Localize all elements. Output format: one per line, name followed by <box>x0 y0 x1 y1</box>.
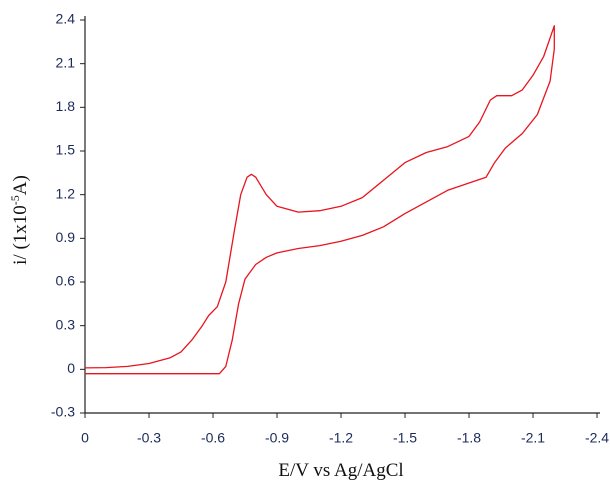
x-axis-title: E/V vs Ag/AgCl <box>278 460 403 481</box>
y-tick-label: 2.1 <box>56 54 76 70</box>
x-tick-label: -0.9 <box>265 430 289 446</box>
x-tick-label: -0.6 <box>201 430 225 446</box>
x-tick-label: -1.2 <box>329 430 353 446</box>
y-tick-label: -0.3 <box>51 404 75 420</box>
x-tick-label: -0.3 <box>137 430 161 446</box>
x-tick-label: -1.5 <box>393 430 417 446</box>
x-tick-label: -1.8 <box>457 430 481 446</box>
y-tick-label: 0.6 <box>56 273 76 289</box>
x-tick-label: -2.4 <box>585 430 609 446</box>
cv-curve <box>84 25 555 375</box>
y-axis-title-tail: A) <box>10 175 31 195</box>
x-tick-label: -2.1 <box>521 430 545 446</box>
y-axis-title: i/ (1x10-5A) <box>8 175 31 265</box>
y-tick-label: 1.8 <box>56 98 76 114</box>
y-tick-label: 1.2 <box>56 185 76 201</box>
y-tick-label: 1.5 <box>56 142 76 158</box>
y-tick-label: 2.4 <box>56 11 76 27</box>
y-axis-title-text: i/ (1x10 <box>10 205 31 265</box>
y-axis-title-sup: -5 <box>8 195 22 205</box>
y-tick-label: 0.9 <box>56 229 76 245</box>
y-tick-label: 0.3 <box>56 316 76 332</box>
x-tick-label: 0 <box>81 430 89 446</box>
y-tick-label: 0 <box>67 360 75 376</box>
